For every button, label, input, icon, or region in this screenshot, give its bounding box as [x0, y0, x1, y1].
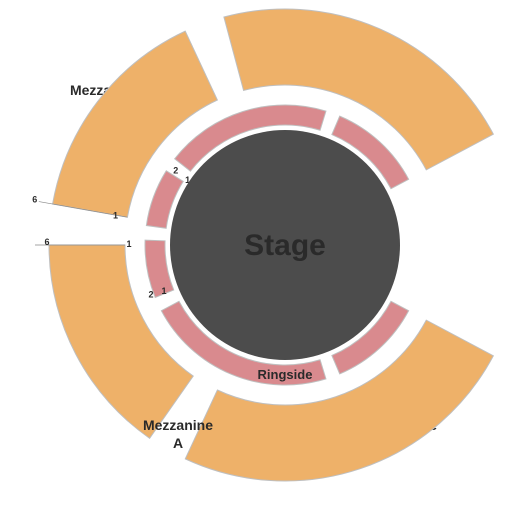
mezzanine-label-letter: A [173, 435, 183, 451]
row-number: 1 [126, 239, 131, 249]
seating-svg: MezzanineB16MezzanineC16MezzanineDMezzan… [0, 0, 525, 525]
mezzanine-label: Mezzanine [143, 417, 213, 433]
row-number: 2 [148, 289, 153, 299]
row-number: 2 [173, 165, 178, 175]
row-number: 1 [113, 211, 118, 221]
row-number: 1 [161, 286, 166, 296]
stage-label: Stage [244, 229, 326, 262]
row-number: 6 [32, 194, 37, 204]
seating-chart: MezzanineB16MezzanineC16MezzanineDMezzan… [0, 0, 525, 525]
row-number: 6 [44, 237, 49, 247]
mezzanine-section-b[interactable] [49, 245, 193, 438]
ringside-label: Ringside [258, 367, 313, 382]
